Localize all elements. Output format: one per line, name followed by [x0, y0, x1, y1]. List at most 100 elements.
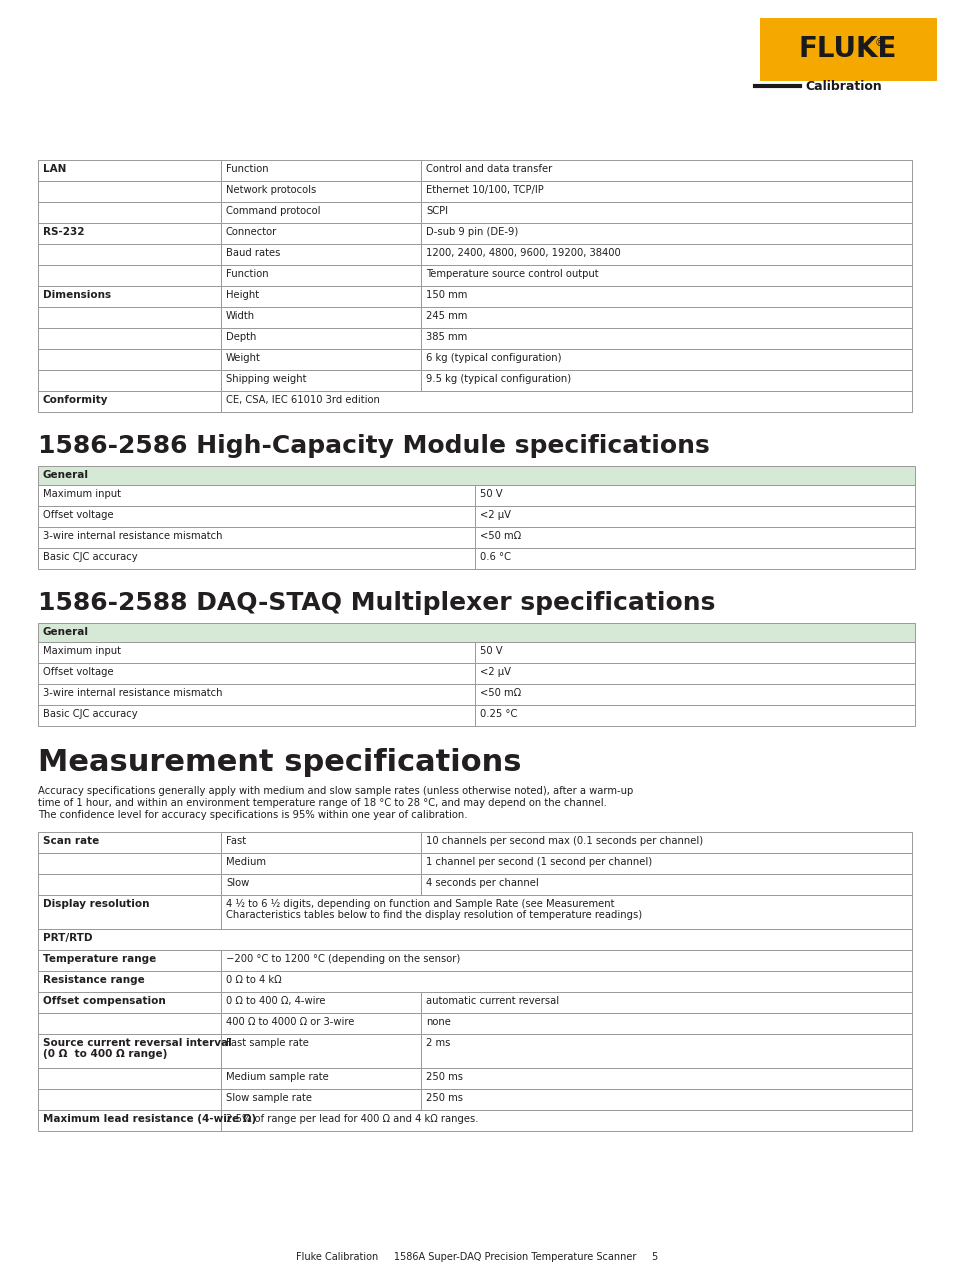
- Text: Width: Width: [226, 310, 254, 321]
- Bar: [38, 623, 914, 642]
- Bar: [420, 1013, 911, 1034]
- Bar: [221, 244, 420, 265]
- Text: (0 Ω  to 400 Ω range): (0 Ω to 400 Ω range): [43, 1049, 167, 1060]
- Text: <50 mΩ: <50 mΩ: [479, 688, 520, 698]
- Text: <2 μV: <2 μV: [479, 510, 511, 520]
- Text: Maximum lead resistance (4-wire Ω): Maximum lead resistance (4-wire Ω): [43, 1114, 256, 1124]
- Bar: [38, 832, 221, 854]
- Text: SCPI: SCPI: [426, 206, 448, 216]
- Text: Fast: Fast: [226, 836, 246, 846]
- Bar: [38, 286, 221, 307]
- Bar: [38, 663, 475, 684]
- Text: 1200, 2400, 4800, 9600, 19200, 38400: 1200, 2400, 4800, 9600, 19200, 38400: [426, 248, 620, 258]
- Bar: [38, 950, 221, 971]
- Bar: [38, 328, 221, 349]
- Bar: [38, 642, 475, 663]
- Bar: [221, 874, 420, 895]
- Text: 0 Ω to 4 kΩ: 0 Ω to 4 kΩ: [226, 976, 281, 985]
- Text: 4 seconds per channel: 4 seconds per channel: [426, 878, 538, 888]
- Bar: [221, 181, 420, 202]
- Bar: [38, 1110, 221, 1131]
- Text: 2 ms: 2 ms: [426, 1038, 450, 1048]
- Bar: [38, 202, 221, 223]
- Bar: [420, 265, 911, 286]
- Bar: [38, 854, 221, 874]
- Bar: [420, 181, 911, 202]
- Text: Ethernet 10/100, TCP/IP: Ethernet 10/100, TCP/IP: [426, 184, 543, 195]
- Text: Resistance range: Resistance range: [43, 976, 145, 985]
- Bar: [38, 895, 221, 929]
- Bar: [221, 349, 420, 370]
- Text: Baud rates: Baud rates: [226, 248, 280, 258]
- Bar: [221, 1110, 911, 1131]
- Bar: [475, 527, 914, 548]
- Text: none: none: [426, 1018, 451, 1027]
- Text: FLUKE: FLUKE: [798, 36, 896, 64]
- Text: Scan rate: Scan rate: [43, 836, 99, 846]
- Text: 50 V: 50 V: [479, 646, 502, 656]
- Bar: [38, 370, 221, 391]
- Bar: [475, 642, 914, 663]
- Text: 150 mm: 150 mm: [426, 290, 467, 300]
- Text: Characteristics tables below to find the display resolution of temperature readi: Characteristics tables below to find the…: [226, 909, 641, 920]
- Bar: [221, 971, 911, 992]
- Text: Height: Height: [226, 290, 259, 300]
- Bar: [221, 1034, 420, 1068]
- Bar: [420, 328, 911, 349]
- Bar: [420, 832, 911, 854]
- Bar: [38, 307, 221, 328]
- Text: 9.5 kg (typical configuration): 9.5 kg (typical configuration): [426, 374, 571, 384]
- Bar: [420, 992, 911, 1013]
- Bar: [38, 548, 475, 569]
- Text: General: General: [43, 469, 89, 480]
- Bar: [420, 244, 911, 265]
- Text: 0.25 °C: 0.25 °C: [479, 709, 517, 719]
- Bar: [38, 160, 221, 181]
- Bar: [38, 1089, 221, 1110]
- Bar: [38, 705, 475, 726]
- Bar: [221, 202, 420, 223]
- Bar: [38, 684, 475, 705]
- Text: 0.6 °C: 0.6 °C: [479, 552, 511, 562]
- Text: Command protocol: Command protocol: [226, 206, 320, 216]
- Bar: [420, 854, 911, 874]
- Text: Offset voltage: Offset voltage: [43, 510, 113, 520]
- Text: Maximum input: Maximum input: [43, 646, 121, 656]
- Text: Medium: Medium: [226, 857, 266, 868]
- Text: Depth: Depth: [226, 332, 256, 342]
- Text: Network protocols: Network protocols: [226, 184, 315, 195]
- Bar: [420, 223, 911, 244]
- Bar: [420, 370, 911, 391]
- Bar: [38, 1068, 221, 1089]
- Bar: [420, 202, 911, 223]
- Bar: [38, 485, 475, 506]
- Bar: [38, 992, 221, 1013]
- Bar: [221, 223, 420, 244]
- Bar: [420, 1068, 911, 1089]
- Bar: [38, 244, 221, 265]
- Text: Function: Function: [226, 164, 269, 174]
- Bar: [420, 349, 911, 370]
- Bar: [420, 1034, 911, 1068]
- Text: Temperature source control output: Temperature source control output: [426, 268, 598, 279]
- Bar: [221, 307, 420, 328]
- Text: Dimensions: Dimensions: [43, 290, 111, 300]
- Text: time of 1 hour, and within an environment temperature range of 18 °C to 28 °C, a: time of 1 hour, and within an environmen…: [38, 798, 606, 808]
- Bar: [221, 265, 420, 286]
- Bar: [221, 832, 420, 854]
- Text: Slow: Slow: [226, 878, 249, 888]
- Text: 400 Ω to 4000 Ω or 3-wire: 400 Ω to 4000 Ω or 3-wire: [226, 1018, 354, 1027]
- Text: ®: ®: [874, 38, 884, 48]
- Text: 385 mm: 385 mm: [426, 332, 467, 342]
- Text: 6 kg (typical configuration): 6 kg (typical configuration): [426, 354, 561, 363]
- Text: Function: Function: [226, 268, 269, 279]
- Text: 3-wire internal resistance mismatch: 3-wire internal resistance mismatch: [43, 530, 222, 541]
- Text: Measurement specifications: Measurement specifications: [38, 748, 521, 777]
- Text: Weight: Weight: [226, 354, 260, 363]
- Text: Connector: Connector: [226, 226, 277, 237]
- Bar: [38, 349, 221, 370]
- Bar: [38, 527, 475, 548]
- Text: Maximum input: Maximum input: [43, 488, 121, 499]
- Text: LAN: LAN: [43, 164, 67, 174]
- Bar: [221, 160, 420, 181]
